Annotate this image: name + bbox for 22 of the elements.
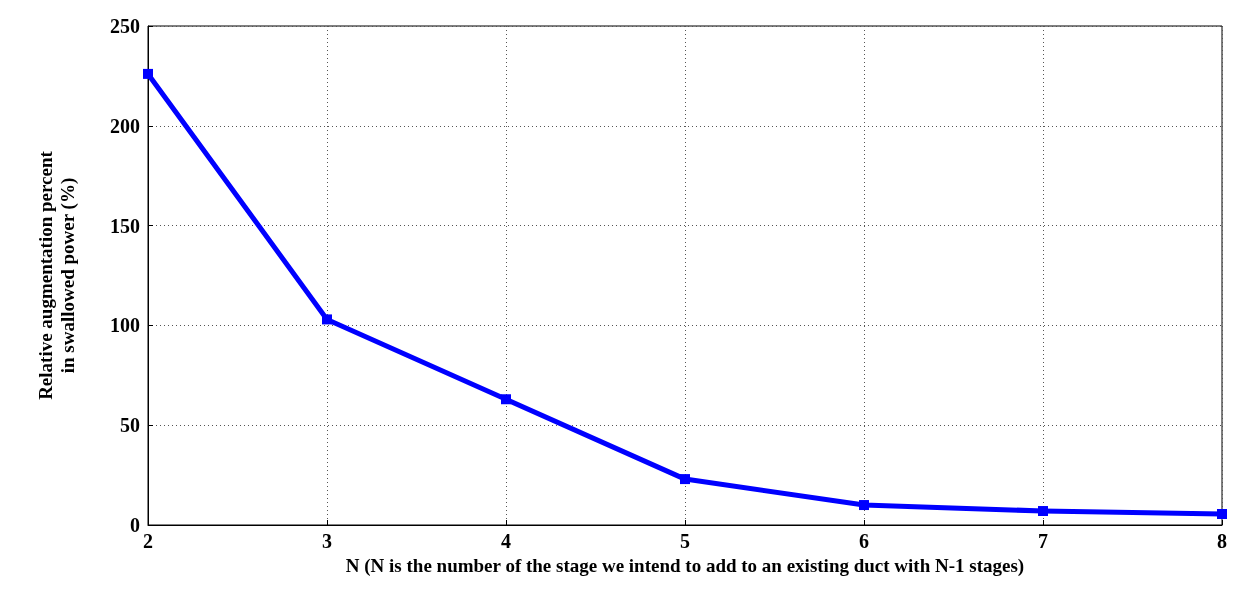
y-tick-label: 250 <box>110 15 140 37</box>
y-axis-title: Relative augmentation percent in swallowed power (%) <box>34 150 79 400</box>
point <box>859 500 869 511</box>
point <box>1217 509 1227 520</box>
x-tick-label: 7 <box>1038 530 1048 552</box>
point <box>501 394 511 405</box>
x-tick-label: 4 <box>501 530 511 552</box>
y-tick-label: 150 <box>110 214 140 237</box>
x-tick-label: 6 <box>859 530 869 552</box>
y-tick-label: 100 <box>110 314 140 337</box>
x-axis-title: N (N is the number of the stage we intend to add to an existing duct with N-1 stages) <box>345 554 1025 577</box>
x-tick-label: 5 <box>680 530 690 552</box>
point <box>1038 506 1048 517</box>
x-tick-label: 3 <box>322 530 332 552</box>
y-tick-label: 50 <box>120 414 140 437</box>
point <box>143 68 153 79</box>
x-tick-label: 2 <box>143 530 153 552</box>
y-tick-label: 0 <box>130 514 140 536</box>
point <box>322 314 332 325</box>
x-tick-label: 8 <box>1217 530 1227 552</box>
y-tick-label: 200 <box>110 114 140 137</box>
point <box>680 474 690 485</box>
